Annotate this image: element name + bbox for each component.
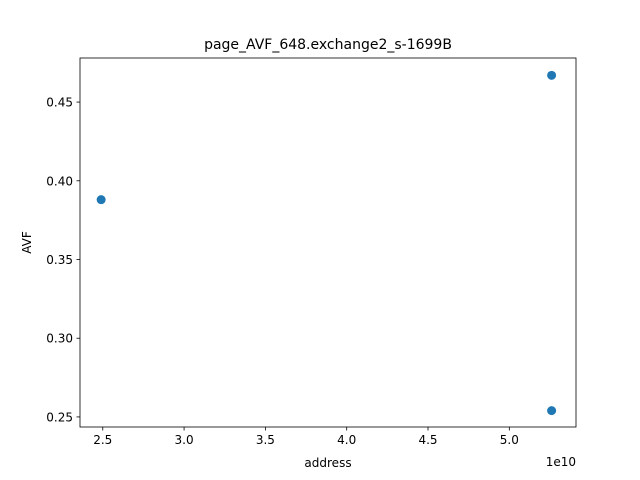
y-axis-ticks: 0.25 0.30 0.35 0.40 0.45: [46, 96, 80, 424]
y-tick-label: 0.25: [46, 410, 73, 424]
plot-area: [80, 58, 576, 427]
data-point: [547, 406, 557, 416]
x-axis-ticks: 2.5 3.0 3.5 4.0 4.5 5.0: [93, 427, 519, 447]
x-tick-label: 3.5: [256, 433, 275, 447]
x-axis-label: address: [304, 456, 351, 470]
y-tick-label: 0.45: [46, 96, 73, 110]
x-axis-offset-label: 1e10: [546, 455, 576, 469]
x-tick-label: 4.0: [337, 433, 356, 447]
x-tick-label: 4.5: [418, 433, 437, 447]
y-tick-label: 0.40: [46, 174, 73, 188]
x-tick-label: 5.0: [500, 433, 519, 447]
data-point: [547, 70, 557, 80]
y-axis-label: AVF: [20, 231, 34, 254]
x-tick-label: 2.5: [93, 433, 112, 447]
data-point: [96, 195, 106, 205]
chart-title: page_AVF_648.exchange2_s-1699B: [204, 37, 452, 53]
y-tick-label: 0.30: [46, 332, 73, 346]
x-tick-label: 3.0: [175, 433, 194, 447]
plot-frame: [79, 57, 577, 428]
data-points: [96, 70, 557, 416]
y-tick-label: 0.35: [46, 253, 73, 267]
